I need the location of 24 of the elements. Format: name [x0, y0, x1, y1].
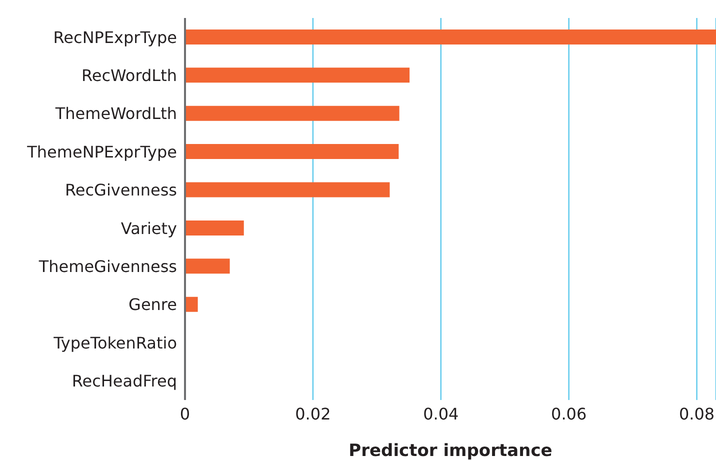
x-tick-label: 0.04 [423, 404, 459, 424]
bar [185, 182, 390, 198]
y-tick-label: RecGivenness [65, 180, 177, 200]
bar [185, 106, 400, 121]
bar [185, 258, 230, 274]
x-tick-label: 0.06 [551, 404, 587, 424]
bar [185, 296, 198, 312]
y-tick-label: RecWordLth [82, 66, 177, 85]
y-tick-label: RecNPExprType [53, 28, 177, 47]
y-tick-label: ThemeWordLth [54, 104, 177, 124]
bar [185, 144, 399, 160]
y-tick-label: TypeTokenRatio [52, 333, 177, 352]
y-tick-label: ThemeNPExprType [26, 142, 177, 162]
y-tick-label: Genre [128, 295, 177, 314]
y-tick-label: Variety [120, 218, 177, 238]
bar [185, 68, 410, 83]
bar [185, 220, 244, 236]
y-tick-label: ThemeGivenness [38, 256, 177, 276]
x-tick-label: 0.08 [678, 404, 715, 424]
y-tick-label: RecHeadFreq [72, 372, 177, 391]
x-tick-label: 0 [180, 404, 190, 424]
x-tick-label: 0.02 [295, 404, 331, 424]
x-axis-title: Predictor importance [348, 441, 552, 460]
bar [185, 29, 716, 44]
